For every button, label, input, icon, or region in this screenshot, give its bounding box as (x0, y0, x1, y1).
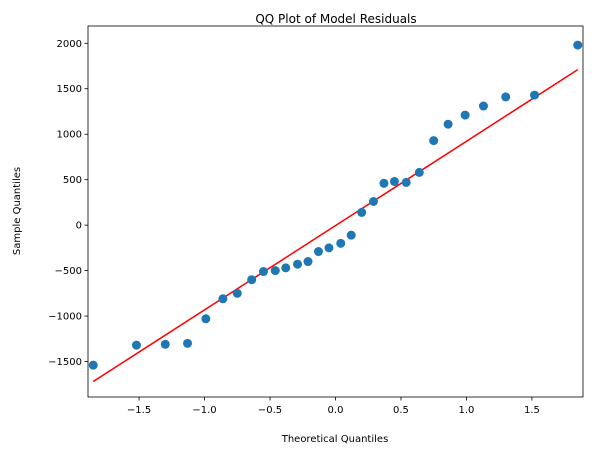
data-point (429, 136, 439, 146)
x-tick-label: 1.0 (458, 405, 474, 416)
data-point (201, 314, 211, 324)
data-point (270, 266, 280, 276)
chart-title: QQ Plot of Model Residuals (255, 12, 416, 26)
y-tick-label: 2000 (57, 39, 82, 50)
data-point (218, 294, 228, 304)
y-axis-label: Sample Quantiles (12, 167, 23, 255)
data-point (313, 247, 323, 257)
y-tick-label: −1500 (48, 357, 82, 368)
x-axis-ticks: −1.5 −1.0 −0.5 0.0 0.5 1.0 1.5 (127, 397, 540, 416)
data-point (160, 339, 170, 349)
data-point (131, 340, 141, 350)
y-tick-label: 500 (63, 175, 82, 186)
y-tick-label: 1500 (57, 84, 82, 95)
data-point (389, 176, 399, 186)
data-point (281, 263, 291, 273)
data-point (247, 275, 257, 285)
y-tick-label: −500 (55, 266, 82, 277)
data-point (530, 90, 540, 100)
plot-area (88, 26, 583, 397)
points-layer (88, 40, 583, 370)
data-point (346, 230, 356, 240)
data-point (303, 257, 313, 267)
data-point (414, 167, 424, 177)
y-tick-label: 1000 (57, 130, 82, 141)
x-tick-label: 0.0 (328, 405, 344, 416)
data-point (88, 360, 98, 370)
data-point (324, 243, 334, 253)
x-axis-label: Theoretical Quantiles (281, 434, 389, 445)
data-point (460, 110, 470, 120)
data-point (183, 338, 193, 348)
data-point (368, 196, 378, 206)
x-tick-label: −0.5 (258, 405, 282, 416)
y-tick-label: 0 (76, 221, 82, 232)
data-point (357, 207, 367, 217)
data-point (573, 40, 583, 50)
data-point (336, 238, 346, 248)
data-point (232, 288, 242, 298)
data-point (443, 119, 453, 129)
data-point (501, 92, 511, 102)
data-point (478, 101, 488, 111)
data-point (401, 177, 411, 187)
y-axis-ticks: −1500 −1000 −500 0 500 1000 1500 2000 (48, 39, 88, 368)
reference-line (92, 69, 579, 383)
data-point (258, 267, 268, 277)
x-tick-label: 1.5 (524, 405, 540, 416)
reference-line-layer (92, 69, 579, 383)
x-tick-label: −1.5 (127, 405, 151, 416)
data-point (379, 178, 389, 188)
y-tick-label: −1000 (48, 312, 82, 323)
x-tick-label: −1.0 (192, 405, 216, 416)
data-point (293, 259, 303, 269)
x-tick-label: 0.5 (393, 405, 409, 416)
